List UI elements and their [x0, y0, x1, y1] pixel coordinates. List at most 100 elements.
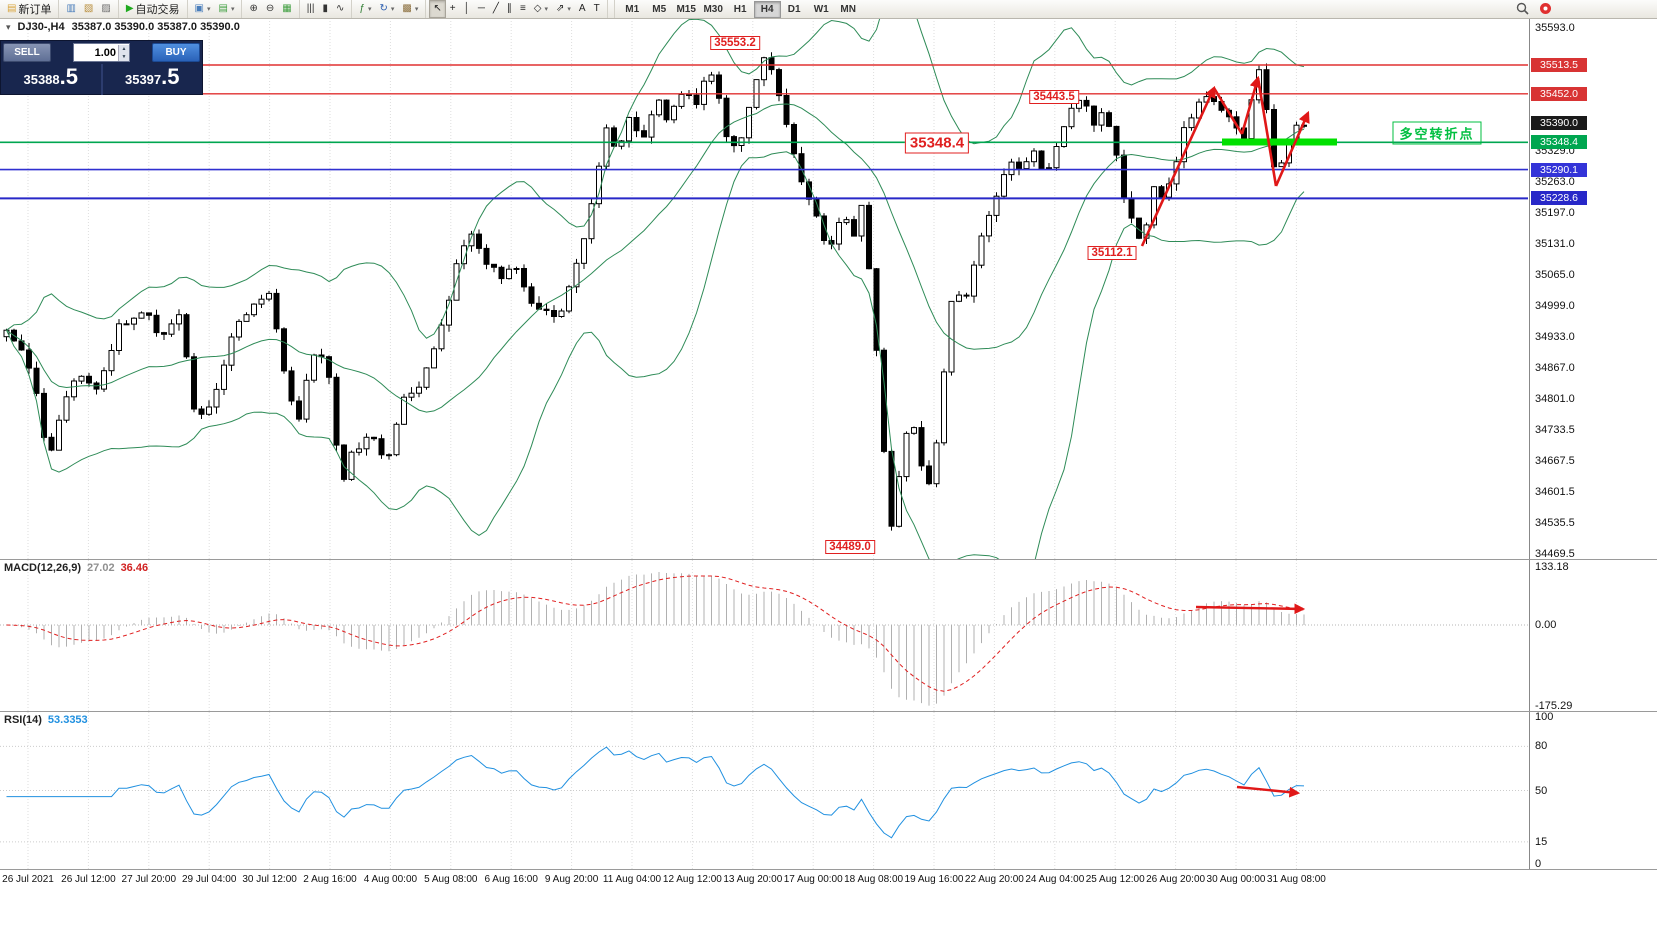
- auto-trading-icon: ▶: [125, 3, 134, 14]
- periods-button[interactable]: ↻ ▾: [375, 0, 398, 18]
- navigator-button[interactable]: ▧: [80, 0, 97, 18]
- trend-arrow[interactable]: [1240, 75, 1262, 135]
- crosshair-button[interactable]: +: [446, 0, 460, 18]
- trend-arrow[interactable]: [1212, 87, 1244, 135]
- timeframe-w1-button[interactable]: W1: [813, 3, 829, 15]
- dropdown-arrow-icon: ▾: [544, 6, 549, 13]
- panel-separator-rsi[interactable]: [0, 711, 1657, 712]
- zoom-out-button[interactable]: ⊖: [262, 0, 278, 18]
- trend-arrow[interactable]: [1140, 85, 1216, 247]
- candle: [836, 222, 842, 245]
- market-watch-button[interactable]: ▥: [62, 0, 79, 18]
- price-callout[interactable]: 35112.1: [1087, 246, 1137, 260]
- new-chart-button[interactable]: ▣ ▾: [191, 0, 215, 18]
- price-callout[interactable]: 35553.2: [710, 36, 760, 50]
- timeframe-d1-button[interactable]: D1: [787, 3, 801, 15]
- timeframe-m30-button[interactable]: M30: [703, 3, 723, 15]
- line-chart-button[interactable]: ∿: [332, 0, 348, 18]
- pivot-highlight-bar[interactable]: [1222, 138, 1337, 146]
- candle: [393, 423, 400, 456]
- auto-trading-button[interactable]: ▶ 自动交易: [122, 0, 184, 18]
- price-callout[interactable]: 35443.5: [1029, 90, 1079, 104]
- fibonacci-button[interactable]: ≡: [516, 0, 530, 18]
- community-icon[interactable]: [1539, 2, 1552, 15]
- toolbar-group-windows: ▥ ▧ ▨: [59, 0, 119, 18]
- indicators-button[interactable]: ƒ ▾: [355, 0, 375, 18]
- price-axis[interactable]: 35593.0 35329.0 35263.0 35197.0 35131.0 35065…: [1529, 18, 1657, 870]
- price-badge-support: 35290.1: [1531, 162, 1587, 177]
- sell-button[interactable]: SELL: [3, 43, 51, 62]
- price-callout[interactable]: 35348.4: [904, 132, 970, 154]
- templates-button[interactable]: ▩ ▾: [398, 0, 422, 18]
- panel-separator-macd[interactable]: [0, 559, 1657, 560]
- candle: [986, 214, 992, 237]
- candles-layer[interactable]: [3, 52, 1307, 531]
- profiles-button[interactable]: ▤ ▾: [214, 0, 238, 18]
- text-button[interactable]: A: [575, 0, 590, 18]
- one-click-prices: 35388.5 35397.5: [1, 64, 202, 95]
- main-chart-canvas[interactable]: [0, 18, 1528, 559]
- tile-windows-button[interactable]: ▦: [278, 0, 295, 18]
- candlestick-button[interactable]: ▮: [318, 0, 332, 18]
- timeframe-h1-button[interactable]: H1: [733, 3, 747, 15]
- timeframe-mn-button[interactable]: MN: [840, 3, 856, 15]
- volume-up-button[interactable]: ▲: [118, 44, 129, 53]
- sell-price-display[interactable]: 35388.5: [1, 64, 103, 95]
- arrows-button[interactable]: ⇗ ▾: [552, 0, 575, 18]
- trend-arrow[interactable]: [1274, 110, 1310, 187]
- time-axis-separator: [0, 869, 1657, 870]
- bar-chart-button[interactable]: |||: [303, 0, 319, 18]
- timeframe-m15-button[interactable]: M15: [676, 3, 696, 15]
- candle: [123, 323, 130, 326]
- candle: [258, 298, 265, 305]
- candle: [1181, 127, 1187, 163]
- time-axis-label: 31 Aug 08:00: [1266, 874, 1326, 885]
- macd-trend-arrow[interactable]: [1195, 603, 1306, 615]
- candle: [971, 264, 977, 297]
- shapes-button[interactable]: ◇ ▾: [530, 0, 552, 18]
- candle: [618, 140, 625, 147]
- candle: [1016, 161, 1022, 170]
- rsi-canvas[interactable]: [0, 712, 1528, 869]
- candle: [71, 380, 77, 398]
- candle: [678, 94, 685, 107]
- rsi-trend-arrow[interactable]: [1236, 785, 1301, 798]
- cursor-button[interactable]: ↖: [429, 0, 446, 18]
- text-label-button[interactable]: T: [590, 0, 604, 18]
- time-axis[interactable]: 26 Jul 2021 26 Jul 12:00 27 Jul 20:00 29 Ju…: [0, 870, 1529, 892]
- macd-canvas[interactable]: [0, 560, 1528, 711]
- timeframe-m5-button[interactable]: M5: [652, 3, 667, 15]
- zoom-in-button[interactable]: ⊕: [245, 0, 261, 18]
- candle: [528, 286, 535, 304]
- candle: [266, 292, 272, 300]
- candle: [1053, 146, 1060, 169]
- candle: [356, 448, 362, 453]
- horizontal-line-button[interactable]: ─: [474, 0, 489, 18]
- trend-arrow[interactable]: [1256, 77, 1278, 187]
- volume-down-button[interactable]: ▼: [118, 52, 129, 61]
- buy-button[interactable]: BUY: [152, 43, 200, 62]
- buy-price-display[interactable]: 35397.5: [103, 64, 203, 95]
- time-axis-label: 13 Aug 20:00: [723, 874, 783, 885]
- one-click-toggle-icon[interactable]: ▾: [6, 21, 11, 32]
- timeframe-toolbar: M1 M5 M15 M30 H1 H4 D1 W1 MN: [613, 0, 862, 18]
- vertical-line-button[interactable]: │: [460, 0, 474, 18]
- rsi-value: 53.3353: [47, 714, 88, 726]
- volume-input[interactable]: [74, 46, 118, 59]
- trendline-button[interactable]: ╱: [489, 0, 503, 18]
- candle: [243, 314, 250, 322]
- price-callout[interactable]: 34489.0: [825, 540, 875, 554]
- search-icon[interactable]: [1516, 2, 1529, 15]
- timeframe-h4-button[interactable]: H4: [753, 0, 781, 18]
- terminal-button[interactable]: ▨: [97, 0, 114, 18]
- channel-button[interactable]: ∥: [503, 0, 516, 18]
- timeframe-m1-button[interactable]: M1: [625, 3, 640, 15]
- candle: [693, 94, 700, 105]
- candle: [956, 294, 962, 302]
- new-order-button[interactable]: ▤ 新订单: [3, 0, 55, 18]
- time-axis-label: 17 Aug 00:00: [783, 874, 843, 885]
- new-order-button-label: 新订单: [18, 4, 52, 16]
- time-axis-label: 6 Aug 16:00: [484, 874, 538, 885]
- pivot-note[interactable]: 多空转折点: [1392, 121, 1482, 145]
- price-badge-current-price: 35390.0: [1531, 115, 1587, 130]
